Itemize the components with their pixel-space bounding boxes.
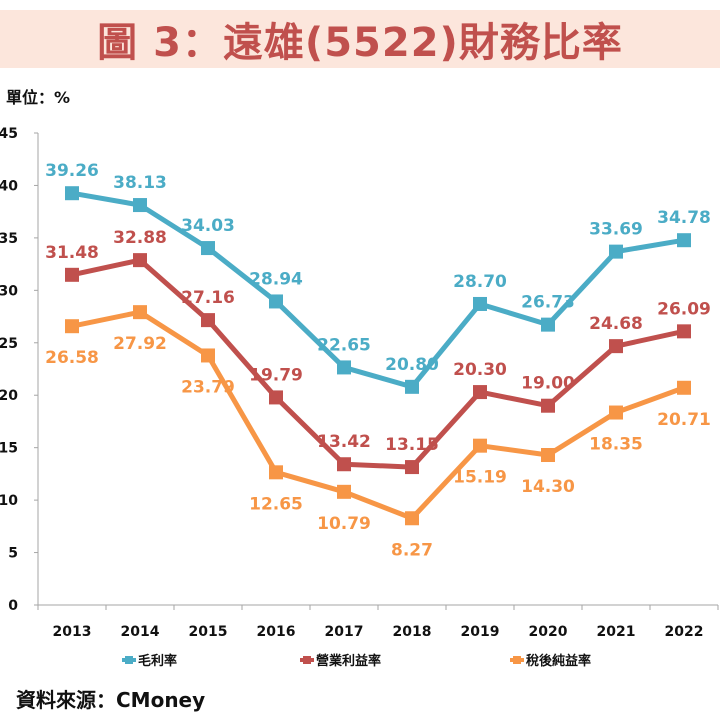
x-tick-label: 2016 — [257, 624, 296, 640]
y-tick-label: 20 — [0, 388, 18, 404]
data-point-marker — [405, 379, 419, 394]
legend-swatch-marker — [125, 656, 133, 664]
data-label: 28.94 — [249, 269, 303, 289]
data-label: 13.15 — [385, 435, 439, 455]
legend-label: 稅後純益率 — [526, 653, 591, 669]
data-label: 20.71 — [657, 410, 711, 430]
data-point-marker — [337, 484, 351, 499]
data-point-marker — [609, 244, 623, 259]
y-tick-label: 30 — [0, 283, 18, 299]
data-point-marker — [541, 317, 555, 332]
data-point-marker — [65, 186, 79, 201]
data-label: 34.78 — [657, 208, 711, 228]
data-label: 20.80 — [385, 355, 439, 375]
y-tick-label: 40 — [0, 178, 18, 194]
x-tick-label: 2013 — [53, 624, 92, 640]
y-tick-label: 45 — [0, 126, 18, 142]
data-point-marker — [133, 253, 147, 268]
x-tick-label: 2020 — [529, 624, 568, 640]
data-point-marker — [269, 390, 283, 405]
unit-label: 單位：% — [6, 88, 71, 107]
data-point-marker — [609, 405, 623, 420]
data-label: 19.79 — [249, 365, 303, 385]
data-point-marker — [677, 324, 691, 339]
data-label: 27.16 — [181, 288, 235, 308]
data-point-marker — [677, 233, 691, 248]
data-label: 14.30 — [521, 477, 575, 497]
data-point-marker — [405, 511, 419, 526]
x-tick-label: 2022 — [665, 624, 704, 640]
chart-title: 圖 3：遠雄(5522)財務比率 — [97, 20, 623, 66]
series-line-0 — [71, 190, 685, 390]
y-tick-label: 10 — [0, 493, 18, 509]
data-label: 8.27 — [391, 540, 433, 560]
data-point-marker — [133, 198, 147, 213]
legend: 毛利率 營業利益率 稅後純益率 — [122, 653, 591, 669]
data-label: 26.09 — [657, 299, 711, 319]
data-label: 15.19 — [453, 468, 507, 488]
legend-swatch-marker — [513, 656, 521, 664]
series-line-2 — [71, 309, 685, 521]
x-tick-label: 2015 — [189, 624, 228, 640]
series-line-1 — [71, 257, 685, 470]
source-note: 資料來源：CMoney — [16, 688, 206, 712]
data-point-marker — [609, 339, 623, 354]
x-tick-label: 2021 — [597, 624, 636, 640]
y-tick-label: 35 — [0, 231, 18, 247]
data-point-marker — [201, 313, 215, 328]
data-point-marker — [541, 398, 555, 413]
legend-label: 營業利益率 — [316, 653, 381, 669]
y-tick-label: 25 — [0, 336, 18, 352]
data-label: 39.26 — [45, 161, 99, 181]
data-label: 12.65 — [249, 494, 303, 514]
data-label: 38.13 — [113, 173, 167, 193]
data-label: 26.73 — [521, 293, 575, 313]
data-point-marker — [677, 380, 691, 395]
data-point-marker — [65, 267, 79, 282]
axes: 0 5 10 15 20 25 30 35 40 45 2013 2014 2015 2016 2017 20… — [0, 126, 719, 640]
data-label: 18.35 — [589, 435, 643, 455]
x-tick-label: 2017 — [325, 624, 364, 640]
series-layer — [65, 186, 691, 526]
y-tick-label: 5 — [8, 546, 18, 562]
data-point-marker — [65, 319, 79, 334]
data-label: 33.69 — [589, 220, 643, 240]
data-label: 32.88 — [113, 228, 167, 248]
x-tick-label: 2019 — [461, 624, 500, 640]
data-label: 10.79 — [317, 514, 371, 534]
legend-swatch-marker — [303, 656, 311, 664]
data-label: 34.03 — [181, 216, 235, 236]
data-label: 19.00 — [521, 374, 575, 394]
x-tick-label: 2014 — [121, 624, 160, 640]
data-label: 22.65 — [317, 335, 371, 355]
data-point-marker — [201, 348, 215, 363]
y-tick-label: 15 — [0, 441, 18, 457]
data-point-marker — [405, 460, 419, 475]
data-point-marker — [133, 305, 147, 320]
legend-label: 毛利率 — [138, 653, 177, 669]
data-label: 31.48 — [45, 243, 99, 263]
data-label: 20.30 — [453, 360, 507, 380]
data-point-marker — [473, 385, 487, 400]
data-point-marker — [541, 448, 555, 463]
data-label: 24.68 — [589, 314, 643, 334]
data-point-marker — [269, 294, 283, 309]
data-label: 27.92 — [113, 334, 167, 354]
data-label: 26.58 — [45, 348, 99, 368]
data-point-marker — [337, 360, 351, 375]
data-point-marker — [473, 296, 487, 311]
title-banner: 圖 3：遠雄(5522)財務比率 — [0, 10, 720, 68]
x-tick-label: 2018 — [393, 624, 432, 640]
data-point-marker — [337, 457, 351, 472]
data-label: 28.70 — [453, 272, 507, 292]
data-label: 13.42 — [317, 432, 371, 452]
data-label: 23.79 — [181, 377, 235, 397]
data-point-marker — [473, 438, 487, 453]
data-labels: 39.26 38.13 34.03 28.94 22.65 20.80 28.70 26.73… — [45, 161, 711, 560]
y-tick-label: 0 — [8, 598, 18, 614]
data-point-marker — [201, 241, 215, 256]
data-point-marker — [269, 465, 283, 480]
